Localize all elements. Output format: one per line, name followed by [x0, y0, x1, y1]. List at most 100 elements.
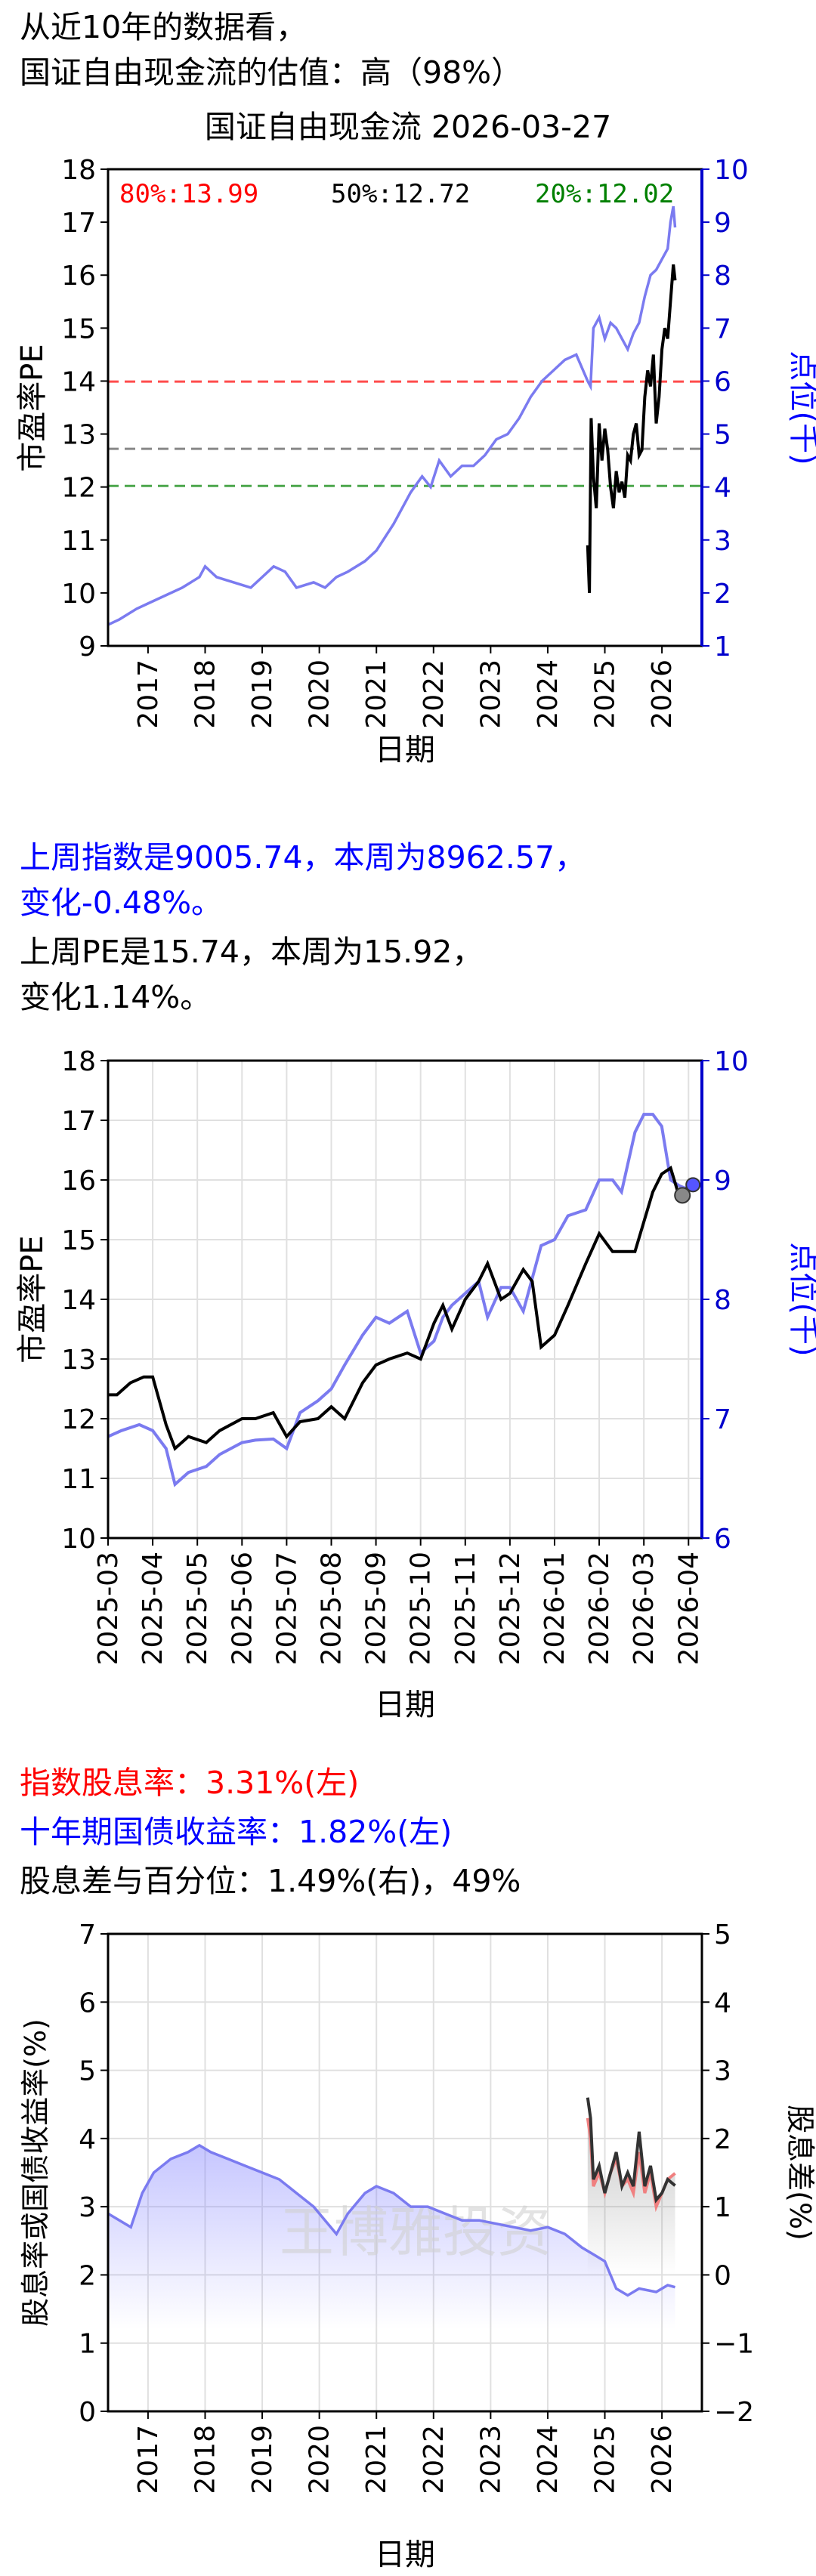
- y2-tick-label: 6: [714, 366, 731, 397]
- x-tick-label: 2023: [475, 2425, 506, 2494]
- percentile-50-label: 50%:12.72: [331, 179, 470, 209]
- x-tick-label: 2023: [475, 659, 506, 729]
- y-tick-label: 13: [61, 1345, 96, 1376]
- x-tick-label: 2025-06: [227, 1552, 258, 1665]
- y2-tick-label: 3: [714, 526, 731, 557]
- y2-tick-label: 0: [714, 2260, 731, 2291]
- y-tick-label: 2: [79, 2260, 96, 2291]
- pe-last-point: [674, 1187, 691, 1204]
- y-tick-label: 12: [61, 1404, 96, 1435]
- x-tick-label: 2025-09: [361, 1552, 392, 1665]
- dividend-yield-line: [586, 2097, 676, 2204]
- y-tick-label: 10: [61, 579, 96, 610]
- y-tick-label: 16: [61, 1166, 96, 1197]
- x-tick-label: 2026: [647, 2425, 678, 2494]
- y-tick-label: 15: [61, 1225, 96, 1256]
- y2-tick-label: 8: [714, 1285, 731, 1316]
- pe-series-line: [108, 1166, 694, 1451]
- y-tick-label: 18: [61, 1050, 96, 1077]
- chart3-y2label: 股息差(%): [784, 2105, 816, 2241]
- x-tick-label: 2019: [247, 659, 278, 729]
- chart2-ylabel: 市盈率PE: [15, 1235, 50, 1363]
- x-tick-label: 2026: [647, 659, 678, 729]
- y-tick-label: 11: [61, 526, 96, 557]
- chart3-ylabel: 股息率或国债收益率(%): [19, 2018, 52, 2327]
- y2-tick-label: 5: [714, 420, 731, 451]
- x-tick-label: 2021: [361, 2425, 392, 2494]
- x-tick-label: 2026-04: [673, 1552, 704, 1665]
- y2-tick-label: 8: [714, 261, 731, 292]
- x-tick-label: 2021: [361, 659, 392, 729]
- bond-yield-line: [108, 2143, 675, 2297]
- y-tick-label: 6: [79, 1988, 96, 2018]
- chart2-xlabel: 日期: [375, 1688, 435, 1722]
- y2-tick-label: 5: [714, 1920, 731, 1951]
- x-tick-label: 2025-11: [450, 1552, 481, 1665]
- index-last-point: [685, 1177, 701, 1193]
- pe-series-line: [586, 264, 677, 593]
- x-tick-label: 2022: [419, 2425, 450, 2494]
- chart1-ylabel: 市盈率PE: [15, 344, 50, 471]
- y2-tick-label: 9: [714, 208, 731, 239]
- y-tick-label: 17: [61, 1106, 96, 1137]
- x-tick-label: 2022: [419, 659, 450, 729]
- percentile-80-label: 80%:13.99: [119, 179, 258, 209]
- y2-tick-label: 1: [714, 632, 731, 663]
- chart1-xlabel: 日期: [375, 733, 435, 768]
- y-tick-label: 18: [61, 155, 96, 186]
- chart1-title: 国证自由现金流 2026-03-27: [204, 109, 612, 145]
- x-tick-label: 2017: [133, 2425, 164, 2494]
- y2-tick-label: −2: [714, 2397, 754, 2428]
- y-tick-label: 11: [61, 1464, 96, 1495]
- weekly-pe-line: 上周PE是15.74，本周为15.92，: [20, 934, 484, 970]
- y-tick-label: 17: [61, 208, 96, 239]
- y-tick-label: 16: [61, 261, 96, 292]
- y2-tick-label: 6: [714, 1524, 731, 1555]
- y2-tick-label: 9: [714, 1166, 731, 1197]
- x-tick-label: 2026-03: [629, 1552, 660, 1665]
- y2-tick-label: 7: [714, 314, 731, 344]
- x-tick-label: 2024: [533, 2425, 564, 2494]
- y2-tick-label: 4: [714, 473, 731, 504]
- dividend-yield-chart: 王博雅投资 0 1 2 3 4 5 6 7 −2 −1 0 1 2 3 4 5 2017 2018 2019 20…: [19, 1920, 816, 2572]
- index-series-line: [108, 205, 677, 626]
- x-tick-label: 2025-05: [182, 1552, 213, 1665]
- y-tick-label: 15: [61, 314, 96, 344]
- weekly-pe-change: 变化1.14%。: [20, 979, 212, 1015]
- y-tick-label: 14: [61, 366, 96, 397]
- percentile-20-label: 20%:12.02: [535, 179, 674, 209]
- x-tick-label: 2019: [247, 2425, 278, 2494]
- x-tick-label: 2018: [190, 2425, 221, 2494]
- x-tick-label: 2026-01: [539, 1552, 570, 1665]
- x-tick-label: 2025-10: [406, 1552, 437, 1665]
- x-tick-label: 2025-08: [316, 1552, 347, 1665]
- chart3-plot-frame: [107, 1932, 703, 2413]
- recent-pe-index-chart: 10 11 12 13 14 15 16 17 18 6 7 8 9 10 2025-03 2025-04…: [15, 1050, 816, 1722]
- x-tick-label: 2025: [590, 2425, 621, 2494]
- chart1-y2label: 点位(千): [786, 351, 816, 465]
- y2-tick-label: 2: [714, 2124, 731, 2155]
- chart3-xlabel: 日期: [375, 2537, 435, 2572]
- y-tick-label: 13: [61, 420, 96, 451]
- bond-yield-line: 十年期国债收益率：1.82%(左): [20, 1814, 453, 1850]
- x-tick-label: 2025-04: [138, 1552, 168, 1665]
- x-tick-label: 2024: [533, 659, 564, 729]
- x-tick-label: 2025-07: [271, 1552, 302, 1665]
- spread-line: [586, 2117, 676, 2213]
- y-tick-label: 5: [79, 2056, 96, 2087]
- chart1-plot-frame: [107, 168, 703, 647]
- y-tick-label: 9: [79, 632, 96, 663]
- summary-line-2: 国证自由现金流的估值：高（98%）: [20, 54, 523, 91]
- y-tick-label: 14: [61, 1285, 96, 1316]
- dividend-yield-line: 指数股息率：3.31%(左): [20, 1765, 360, 1801]
- watermark: 王博雅投资: [280, 2201, 552, 2264]
- spread-area: [587, 2117, 675, 2275]
- y2-tick-label: 2: [714, 579, 731, 610]
- x-tick-label: 2025-12: [495, 1552, 526, 1665]
- weekly-index-line: 上周指数是9005.74，本周为8962.57，: [20, 839, 586, 876]
- y-tick-label: 7: [79, 1920, 96, 1951]
- y2-tick-label: 1: [714, 2192, 731, 2223]
- spread-line: 股息差与百分位：1.49%(右)，49%: [20, 1863, 521, 1899]
- index-series-line: [108, 1113, 694, 1487]
- y-tick-label: 3: [79, 2192, 96, 2223]
